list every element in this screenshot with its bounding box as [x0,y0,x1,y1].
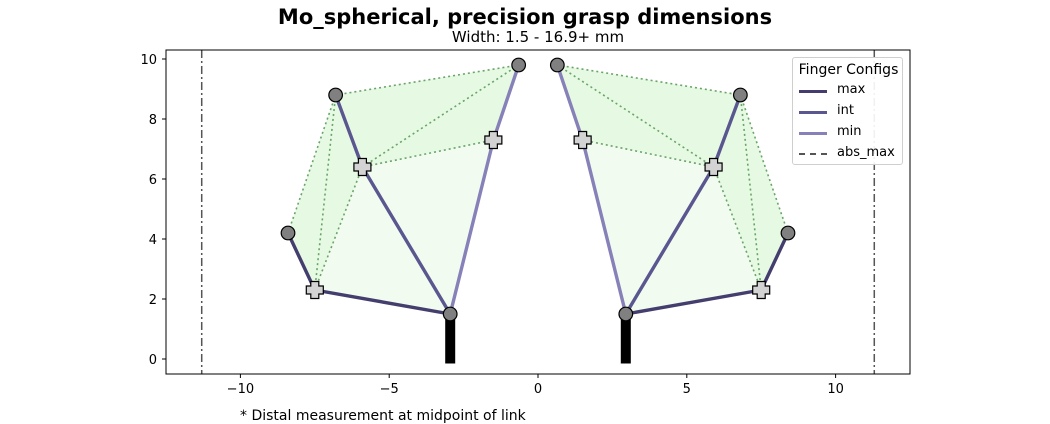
y-tick-label: 4 [149,233,157,248]
y-tick-label: 6 [149,173,157,188]
mid-link-marker-int-left [353,157,372,177]
x-tick-label: −5 [380,382,399,397]
diag-envelope-b-left [361,64,520,168]
legend-swatch-max [799,90,827,93]
diag-envelope-b-right [556,64,715,168]
legend-label-abs-max: abs_max [837,145,895,160]
joint-marker-min-left [511,57,527,73]
mid-link-marker-max-left [305,280,324,300]
x-tick-label: 10 [827,382,844,397]
legend: Finger Configs max int min abs_max [792,57,903,165]
legend-item-min: min [799,123,899,143]
y-tick-label: 8 [149,113,157,128]
y-tick-label: 2 [149,293,157,308]
legend-swatch-abs-max [799,153,827,155]
y-tick-label: 10 [140,53,157,68]
legend-item-max: max [799,81,899,101]
x-tick-label: −10 [227,382,254,397]
legend-label-min: min [837,124,862,139]
joint-marker-int-left [328,87,344,103]
joint-marker-min-right [549,57,565,73]
base-joint-marker-right [618,306,634,322]
legend-label-max: max [837,82,866,97]
legend-item-abs-max: abs_max [799,144,899,164]
mid-link-marker-min-right [573,130,592,150]
inner-region-left [314,140,494,314]
base-joint-marker-left [442,306,458,322]
legend-swatch-min [799,132,827,135]
footnote: * Distal measurement at midpoint of link [240,408,526,424]
mid-link-marker-min-left [484,130,503,150]
legend-label-int: int [837,103,854,118]
x-tick-label: 0 [534,382,542,397]
chart-subtitle: Width: 1.5 - 16.9+ mm [451,28,625,46]
palm-base-left [445,314,456,364]
legend-title: Finger Configs [798,62,899,78]
joint-marker-int-right [732,87,748,103]
palm-base-right [620,314,631,364]
joint-marker-max-right [780,225,796,241]
mid-link-marker-max-right [752,280,771,300]
chart-title: Mo_spherical, precision grasp dimensions [277,5,773,29]
legend-item-int: int [799,102,899,122]
legend-swatch-int [799,111,827,114]
x-tick-label: 5 [683,382,691,397]
y-tick-label: 0 [149,353,157,368]
inner-region-right [582,140,762,314]
joint-marker-max-left [280,225,296,241]
mid-link-marker-int-right [704,157,723,177]
